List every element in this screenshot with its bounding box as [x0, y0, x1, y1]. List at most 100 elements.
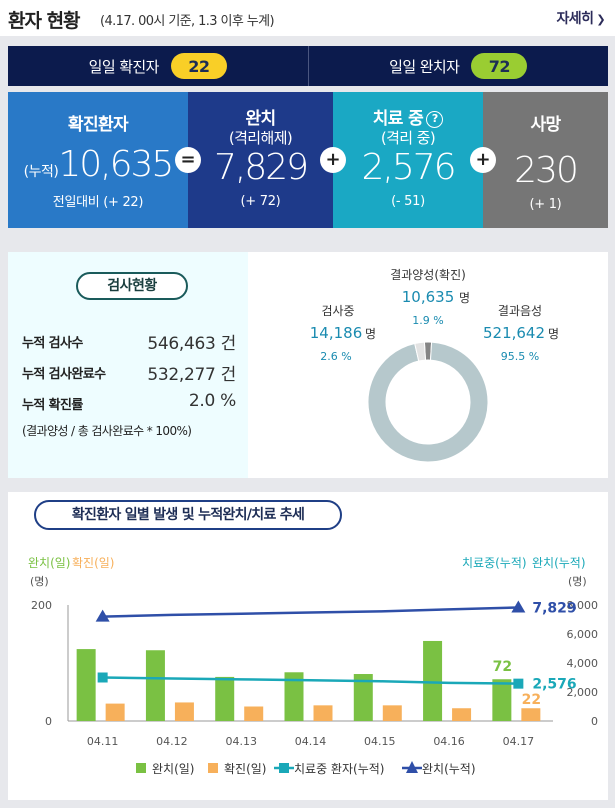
bar-recovered-daily	[284, 672, 304, 721]
line-recovered-cumulative	[102, 606, 519, 618]
recovered-box: 완치 (격리해제) 7,829 (+ 72)	[188, 92, 333, 228]
test-row: 누적 확진률 2.0 %	[22, 391, 244, 413]
legend-swatch	[136, 763, 146, 773]
bar-recovered-daily	[423, 640, 443, 721]
legend-marker	[406, 761, 418, 773]
right-axis-label-treating: 치료중(누적)	[462, 556, 527, 570]
legend-label: 치료중 환자(누적)	[294, 762, 384, 776]
daily-recovered-label: 일일 완치자	[389, 57, 460, 76]
test-note: (결과양성 / 총 검사완료수 * 100%)	[22, 424, 192, 438]
daily-recovered: 일일 완치자 72	[307, 46, 609, 86]
bar-recovered-daily	[76, 649, 96, 721]
donut-value-positive: 10,635	[402, 288, 455, 306]
donut-label-negative: 결과음성	[498, 304, 542, 318]
bar-recovered-daily	[215, 676, 235, 721]
confirmed-prefix: (누적)	[23, 164, 59, 180]
treating-value: 2,576	[361, 147, 456, 188]
donut-unit-negative: 명	[548, 327, 559, 341]
donut-value-negative: 521,642	[483, 324, 545, 342]
test-row-value: 546,463 건	[147, 334, 236, 354]
bar-confirmed-daily	[105, 703, 125, 721]
donut-label-pending: 검사중	[321, 304, 354, 318]
left-tick-label: 0	[45, 715, 52, 728]
right-axis-unit: (명)	[568, 575, 587, 588]
page-subtitle: (4.17. 00시 기준, 1.3 이후 누계)	[100, 14, 275, 29]
equals-icon: =	[175, 147, 201, 173]
bar-recovered-daily	[492, 679, 512, 721]
legend-marker	[279, 763, 289, 773]
help-icon[interactable]: ?	[426, 111, 444, 128]
legend-swatch	[208, 763, 218, 773]
bar-confirmed-daily	[174, 702, 194, 721]
x-tick-label: 04.15	[364, 735, 396, 748]
left-tick-label: 200	[31, 599, 52, 612]
x-tick-label: 04.13	[225, 735, 257, 748]
deaths-delta: (+ 1)	[529, 197, 562, 212]
confirmed-delta: 전일대비 (+ 22)	[52, 195, 144, 210]
treating-delta: (- 51)	[391, 194, 425, 209]
daily-confirmed-label: 일일 확진자	[88, 57, 160, 76]
annotation-recovered-cumulative: 7,829	[532, 600, 576, 616]
left-axis-unit: (명)	[30, 575, 49, 588]
daily-recovered-badge: 72	[471, 53, 528, 79]
marker-recovered	[95, 609, 110, 622]
x-tick-label: 04.16	[433, 735, 465, 748]
plus-icon: +	[320, 147, 346, 173]
deaths-value: 230	[514, 150, 579, 191]
test-row-value: 532,277 건	[147, 365, 236, 385]
plus-icon: +	[470, 147, 496, 173]
confirmed-value: 10,635	[58, 144, 174, 185]
treating-label: 치료 중	[372, 109, 424, 129]
donut-chart: 결과양성(확진) 10,635 명 1.9 % 검사중 14,186 명 2.6…	[310, 268, 559, 463]
donut-pct-positive: 1.9 %	[412, 314, 443, 327]
x-tick-label: 04.14	[295, 735, 327, 748]
deaths-label: 사망	[530, 115, 561, 135]
summary-row: 확진환자 (누적)10,635 전일대비 (+ 22) 완치 (격리해제) 7,…	[8, 92, 608, 228]
donut-unit-pending: 명	[365, 327, 376, 341]
chevron-right-icon: ❯	[596, 13, 605, 26]
daily-confirmed-badge: 22	[170, 53, 227, 79]
header: 환자 현황 (4.17. 00시 기준, 1.3 이후 누계) 자세히 ❯	[0, 0, 615, 36]
confirmed-box: 확진환자 (누적)10,635 전일대비 (+ 22)	[8, 92, 188, 228]
x-tick-label: 04.17	[503, 735, 535, 748]
test-row-label: 누적 검사완료수	[22, 367, 106, 382]
test-row-label: 누적 확진률	[22, 398, 83, 413]
marker-treating	[513, 678, 524, 689]
treating-sublabel: (격리 중)	[380, 129, 436, 147]
donut-pct-pending: 2.6 %	[320, 350, 351, 363]
test-row-value: 2.0 %	[188, 391, 236, 411]
annotation-recovered-daily: 72	[493, 659, 512, 675]
trend-chart-title: 확진환자 일별 발생 및 누적완치/치료 추세	[34, 500, 342, 530]
right-axis-label-recovered: 완치(누적)	[532, 556, 586, 570]
recovered-label: 완치	[245, 109, 276, 129]
confirmed-label: 확진환자	[67, 115, 129, 135]
right-tick-label: 0	[591, 715, 598, 728]
deaths-box: 사망 230 (+ 1)	[483, 92, 608, 228]
bar-confirmed-daily	[382, 705, 402, 721]
test-row: 누적 검사수 546,463 건	[22, 332, 244, 354]
recovered-sublabel: (격리해제)	[228, 129, 293, 147]
recovered-delta: (+ 72)	[240, 194, 281, 209]
x-tick-label: 04.11	[87, 735, 119, 748]
trend-chart: 완치(일) 확진(일) (명) 치료중(누적) 완치(누적) (명) 0 200 0…	[28, 556, 599, 776]
annotation-treating-cumulative: 2,576	[532, 677, 576, 693]
marker-recovered	[511, 600, 526, 613]
test-status-panel: 검사현황 누적 검사수 546,463 건 누적 검사완료수 532,277 건…	[8, 252, 248, 478]
x-tick-label: 04.12	[156, 735, 188, 748]
legend-label: 완치(일)	[152, 762, 194, 776]
right-tick-label: 2,000	[567, 686, 599, 699]
donut-pct-negative: 95.5 %	[501, 350, 539, 363]
legend-label: 완치(누적)	[422, 762, 476, 776]
trend-chart-card: 확진환자 일별 발생 및 누적완치/치료 추세 완치(일) 확진(일) (명) …	[8, 492, 608, 800]
more-link[interactable]: 자세히 ❯	[556, 8, 606, 28]
test-status-badge: 검사현황	[76, 272, 188, 300]
donut-value-pending: 14,186	[310, 324, 363, 342]
bar-recovered-daily	[353, 674, 373, 721]
daily-confirmed: 일일 확진자 22	[8, 46, 308, 86]
donut-unit-positive: 명	[459, 291, 470, 305]
test-row: 누적 검사완료수 532,277 건	[22, 363, 244, 385]
bar-recovered-daily	[145, 650, 165, 721]
more-label[interactable]: 자세히	[556, 11, 594, 27]
page-title: 환자 현황	[8, 10, 81, 32]
donut-slice-negative	[367, 341, 489, 463]
